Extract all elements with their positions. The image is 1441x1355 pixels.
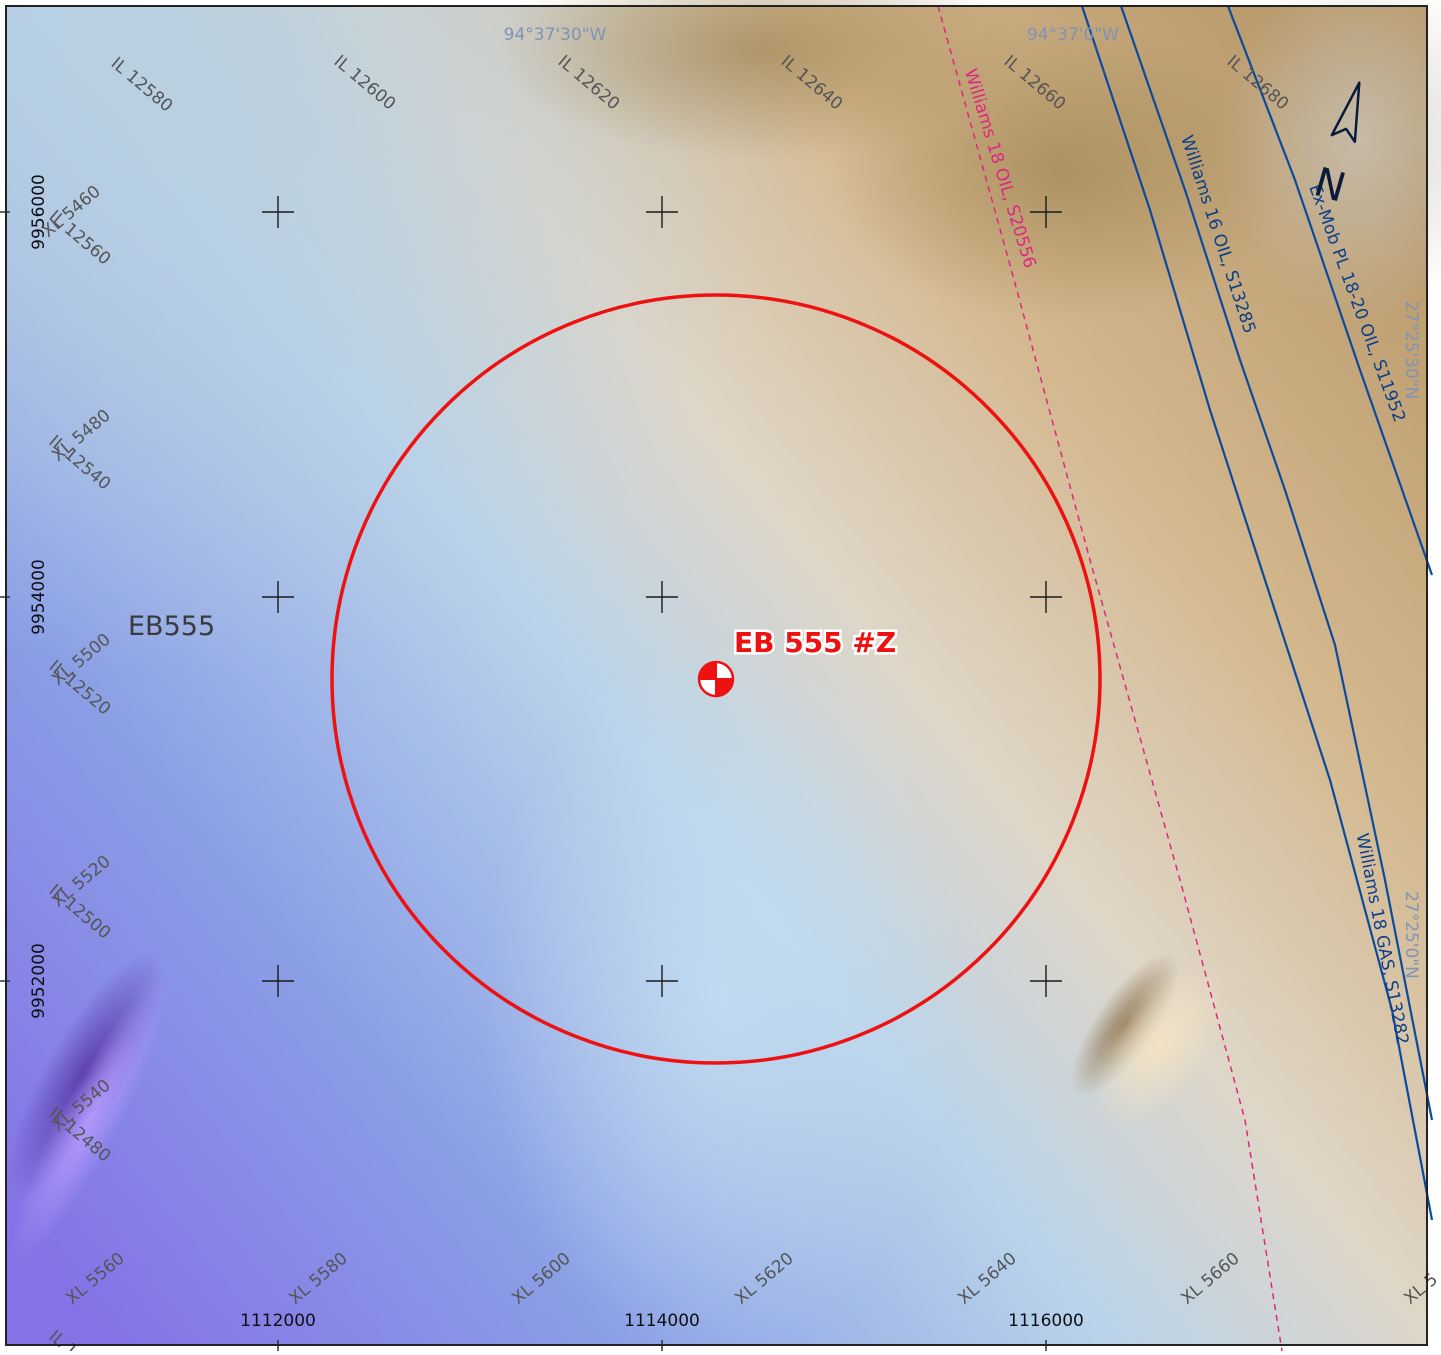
axis-tick-labels: 1112000 1114000 1116000 9956000 9954000 … xyxy=(29,174,1084,1331)
grid-cross-icon xyxy=(646,196,678,228)
northing-label: 9954000 xyxy=(29,559,49,635)
grid-cross-icon xyxy=(646,581,678,613)
northing-label: 9956000 xyxy=(29,174,49,250)
map-frame xyxy=(5,5,1428,1346)
well-radius-circle xyxy=(330,293,1102,1065)
grid-cross-icon xyxy=(262,581,294,613)
grid-crosses xyxy=(262,196,1062,997)
geographic-labels: 94°37'30"W 94°37'0"W 27°25'30"N 27°25'0"… xyxy=(504,25,1421,979)
well-symbol-icon[interactable] xyxy=(697,660,735,698)
longitude-label: 94°37'0"W xyxy=(1027,25,1119,45)
pipeline-williams-16-oil-b xyxy=(1119,5,1434,1121)
grid-cross-icon xyxy=(1030,581,1062,613)
grid-cross-icon xyxy=(1030,196,1062,228)
grid-cross-icon xyxy=(646,965,678,997)
well-label: EB 555 #Z xyxy=(734,626,896,659)
pipelines xyxy=(937,5,1434,1352)
pipeline-williams-18-oil xyxy=(937,5,1283,1352)
northing-label: 9952000 xyxy=(29,943,49,1019)
easting-label: 1116000 xyxy=(1008,1311,1084,1331)
grid-cross-icon xyxy=(1030,965,1062,997)
easting-label: 1114000 xyxy=(624,1311,700,1331)
pipeline-williams-16-oil-a xyxy=(1080,5,1434,1221)
easting-label: 1112000 xyxy=(240,1311,316,1331)
longitude-label: 94°37'30"W xyxy=(504,25,607,45)
block-label: EB555 xyxy=(128,611,215,642)
grid-cross-icon xyxy=(262,965,294,997)
latitude-label: 27°25'0"N xyxy=(1401,891,1421,979)
latitude-label: 27°25'30"N xyxy=(1401,301,1421,400)
grid-cross-icon xyxy=(262,196,294,228)
pipeline-ex-mob-18-20 xyxy=(1226,5,1434,576)
